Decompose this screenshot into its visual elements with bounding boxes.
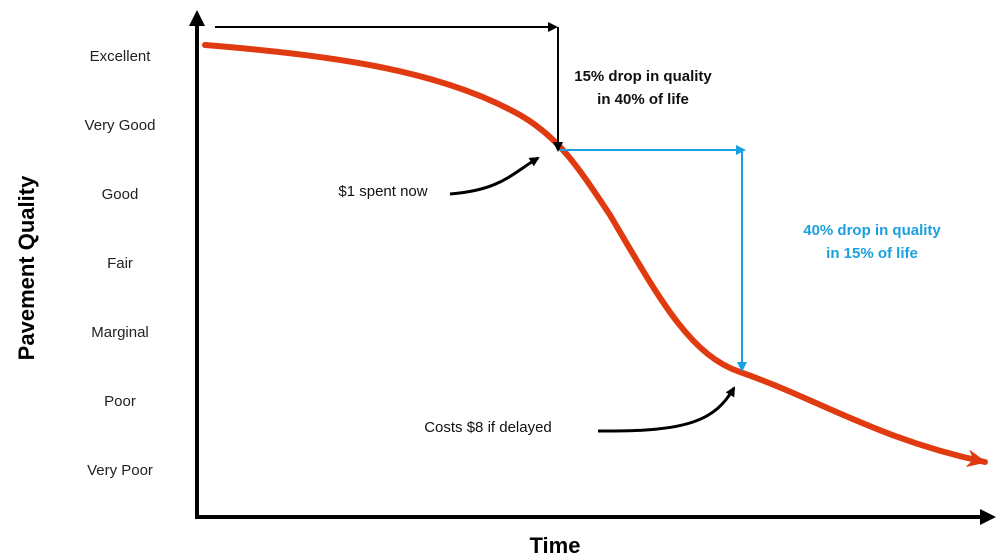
- y-level-label: Good: [102, 186, 139, 203]
- y-level-label: Excellent: [90, 48, 152, 65]
- early-drop-text: 15% drop in quality: [574, 68, 712, 85]
- y-level-label: Marginal: [91, 324, 149, 341]
- late-drop-text: in 15% of life: [826, 245, 918, 262]
- x-axis-arrow: [980, 509, 996, 525]
- y-levels: Excellent Very Good Good Fair Marginal Poor Ve…: [85, 48, 156, 479]
- delayed-arrow: [597, 386, 736, 433]
- y-level-label: Poor: [104, 393, 136, 410]
- early-drop-text: in 40% of life: [597, 91, 689, 108]
- delayed-text: Costs $8 if delayed: [424, 419, 552, 436]
- spent-now-text: $1 spent now: [338, 183, 427, 200]
- y-axis-label: Pavement Quality: [14, 175, 39, 360]
- y-axis-arrow: [189, 10, 205, 26]
- y-level-label: Fair: [107, 255, 133, 272]
- deterioration-curve: [202, 42, 988, 468]
- y-level-label: Very Good: [85, 117, 156, 134]
- x-axis-label: Time: [530, 533, 581, 558]
- late-drop-text: 40% drop in quality: [803, 222, 941, 239]
- y-level-label: Very Poor: [87, 462, 153, 479]
- spent-now-arrow: [449, 156, 540, 196]
